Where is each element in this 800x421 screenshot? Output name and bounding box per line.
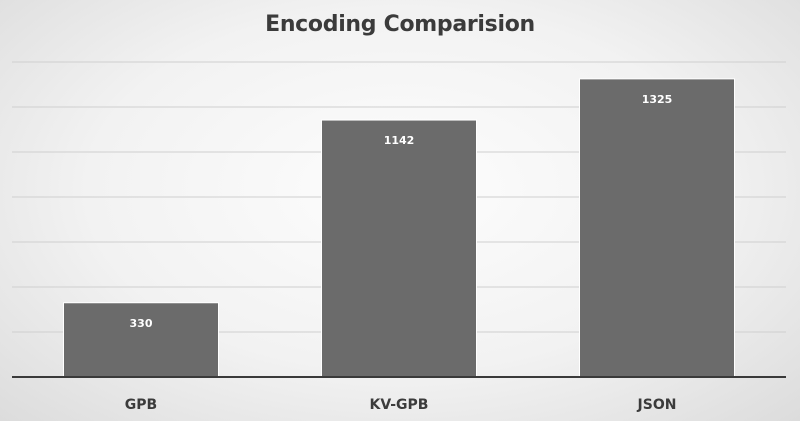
data-label: 1142: [384, 134, 415, 147]
chart-title: Encoding Comparision: [265, 12, 535, 37]
category-label: JSON: [637, 397, 677, 413]
category-label: GPB: [125, 397, 157, 413]
category-label: KV-GPB: [370, 397, 429, 413]
bar: [579, 78, 735, 378]
data-label: 1325: [642, 93, 673, 106]
bar: [321, 119, 477, 378]
data-label: 330: [130, 317, 153, 330]
bar: [63, 302, 219, 378]
